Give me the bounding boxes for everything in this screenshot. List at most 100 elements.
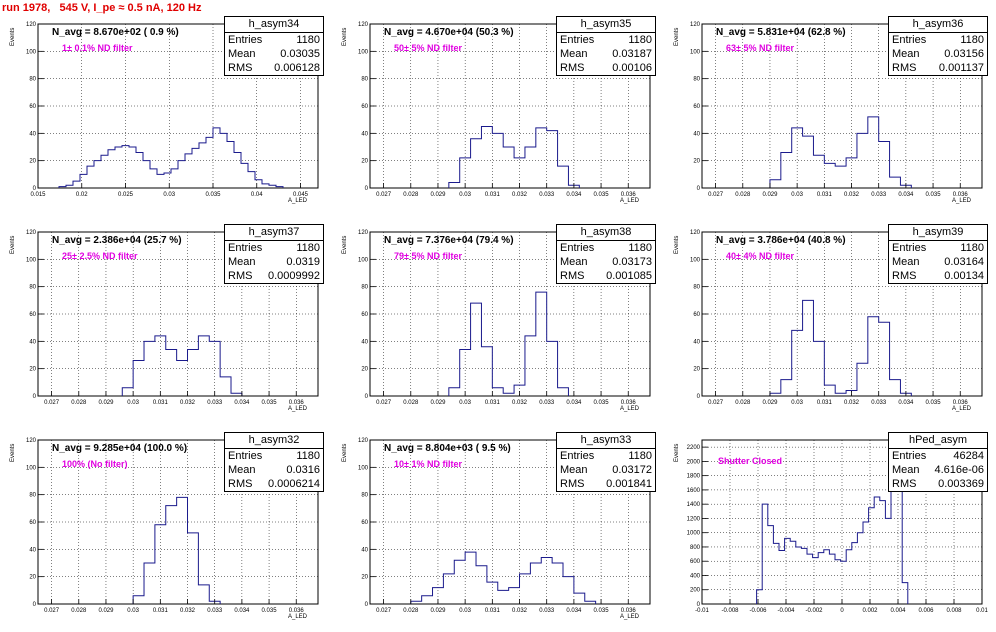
x-tick-label: 0.028 bbox=[403, 192, 419, 198]
histogram-pad-h-asym32: 0.027 0.028 0.029 0.03 0.031 0.032 0.033 0.034 0… bbox=[8, 432, 328, 632]
stats-value-rms: 0.00134 bbox=[944, 270, 984, 282]
stats-value-rms: 0.001137 bbox=[938, 62, 984, 74]
x-tick-label: 0.027 bbox=[708, 400, 724, 406]
y-tick-label: 60 bbox=[693, 312, 700, 318]
stats-label-rms: RMS bbox=[560, 270, 585, 282]
histogram-svg: 0.027 0.028 0.029 0.03 0.031 0.032 0.033 0.034 0… bbox=[690, 22, 983, 198]
histogram-line bbox=[448, 126, 580, 188]
n-avg-label: N_avg = 4.670e+04 (50.3 %) bbox=[384, 27, 514, 38]
y-axis-label: Events bbox=[674, 235, 680, 254]
x-tick-label: 0.04 bbox=[251, 192, 263, 198]
stats-label-entries: Entries bbox=[228, 450, 263, 462]
x-tick-label: 0.032 bbox=[844, 400, 860, 406]
x-tick-label: 0.031 bbox=[485, 192, 501, 198]
stats-box-title: h_asym39 bbox=[889, 225, 987, 241]
y-tick-label: 100 bbox=[26, 465, 37, 471]
stats-box-title: h_asym38 bbox=[557, 225, 655, 241]
y-tick-label: 120 bbox=[358, 438, 369, 444]
stats-label-mean: Mean bbox=[228, 256, 256, 268]
x-tick-label: 0.028 bbox=[71, 608, 87, 614]
histogram-svg: 0.027 0.028 0.029 0.03 0.031 0.032 0.033 0.034 0… bbox=[690, 230, 983, 406]
histogram-line bbox=[769, 116, 912, 188]
y-tick-label: 600 bbox=[690, 559, 701, 565]
y-tick-label: 800 bbox=[690, 545, 701, 551]
n-avg-label: N_avg = 2.386e+04 (25.7 %) bbox=[52, 235, 182, 246]
histogram-svg: 0.027 0.028 0.029 0.03 0.031 0.032 0.033 0.034 0… bbox=[26, 230, 319, 406]
x-tick-label: 0.035 bbox=[262, 400, 278, 406]
x-tick-label: 0.028 bbox=[735, 192, 751, 198]
stats-value-mean: 0.03156 bbox=[944, 48, 984, 60]
y-tick-label: 80 bbox=[29, 493, 36, 499]
y-tick-label: 40 bbox=[693, 339, 700, 345]
y-tick-label: 120 bbox=[26, 230, 37, 236]
stats-value-rms: 0.003369 bbox=[938, 478, 984, 490]
y-tick-label: 60 bbox=[361, 312, 368, 318]
stats-row-entries: Entries 46284 bbox=[889, 449, 987, 463]
stats-label-rms: RMS bbox=[228, 270, 253, 282]
y-tick-label: 1000 bbox=[687, 531, 701, 537]
y-tick-label: 120 bbox=[690, 22, 701, 28]
histogram-line bbox=[410, 551, 597, 604]
stats-box-title: h_asym33 bbox=[557, 433, 655, 449]
histogram-pad-h-asym36: 0.027 0.028 0.029 0.03 0.031 0.032 0.033 0.034 0… bbox=[672, 16, 992, 216]
stats-label-mean: Mean bbox=[560, 256, 588, 268]
x-tick-label: 0.036 bbox=[621, 608, 637, 614]
y-tick-label: 80 bbox=[29, 285, 36, 291]
stats-row-entries: Entries 1180 bbox=[889, 33, 987, 47]
filter-label: 10± 1% ND filter bbox=[394, 459, 462, 469]
y-axis-label: Events bbox=[342, 27, 348, 46]
x-tick-label: 0.015 bbox=[30, 192, 46, 198]
stats-value-entries: 1180 bbox=[628, 34, 652, 46]
x-tick-label: 0.032 bbox=[180, 608, 196, 614]
stats-value-entries: 1180 bbox=[960, 34, 984, 46]
stats-row-mean: Mean 0.03035 bbox=[225, 47, 323, 61]
stats-value-entries: 1180 bbox=[628, 450, 652, 462]
x-axis-label: A_LED bbox=[288, 198, 308, 204]
y-tick-label: 120 bbox=[26, 22, 37, 28]
x-tick-label: 0.029 bbox=[98, 608, 114, 614]
stats-label-entries: Entries bbox=[228, 34, 263, 46]
stats-value-mean: 0.03172 bbox=[612, 464, 652, 476]
y-tick-label: 1600 bbox=[687, 488, 701, 494]
histogram-pad-h-asym35: 0.027 0.028 0.029 0.03 0.031 0.032 0.033 0.034 0… bbox=[340, 16, 660, 216]
y-tick-label: 1200 bbox=[687, 516, 701, 522]
histogram-line bbox=[121, 335, 243, 396]
x-tick-label: -0.004 bbox=[777, 608, 795, 614]
x-tick-label: 0.032 bbox=[180, 400, 196, 406]
x-tick-label: -0.008 bbox=[721, 608, 739, 614]
stats-label-mean: Mean bbox=[892, 256, 920, 268]
stats-row-mean: Mean 4.616e-06 bbox=[889, 463, 987, 477]
stats-box: h_asym37 Entries 1180 Mean 0.0319 RMS 0.000999… bbox=[224, 224, 324, 284]
y-tick-label: 120 bbox=[358, 230, 369, 236]
stats-label-entries: Entries bbox=[892, 34, 927, 46]
y-tick-label: 2200 bbox=[687, 445, 701, 451]
stats-value-rms: 0.00106 bbox=[612, 62, 652, 74]
y-tick-label: 40 bbox=[361, 339, 368, 345]
x-tick-label: 0.025 bbox=[118, 192, 134, 198]
stats-label-mean: Mean bbox=[892, 464, 920, 476]
x-tick-label: 0 bbox=[840, 608, 844, 614]
stats-label-entries: Entries bbox=[892, 242, 927, 254]
x-axis-label: A_LED bbox=[952, 406, 972, 412]
y-tick-label: 1400 bbox=[687, 502, 701, 508]
stats-box-title: hPed_asym bbox=[889, 433, 987, 449]
x-axis-label: A_LED bbox=[952, 198, 972, 204]
y-tick-label: 40 bbox=[29, 131, 36, 137]
stats-box: h_asym38 Entries 1180 Mean 0.03173 RMS 0.00108… bbox=[556, 224, 656, 284]
histogram-pad-h-asym38: 0.027 0.028 0.029 0.03 0.031 0.032 0.033 0.034 0… bbox=[340, 224, 660, 424]
x-tick-label: 0.035 bbox=[205, 192, 221, 198]
y-axis-label: Events bbox=[10, 443, 16, 462]
stats-row-mean: Mean 0.0316 bbox=[225, 463, 323, 477]
y-tick-label: 0 bbox=[365, 602, 369, 608]
stats-label-rms: RMS bbox=[228, 478, 253, 490]
stats-value-entries: 1180 bbox=[296, 450, 320, 462]
stats-row-entries: Entries 1180 bbox=[225, 241, 323, 255]
y-tick-label: 80 bbox=[693, 77, 700, 83]
x-tick-label: 0.028 bbox=[735, 400, 751, 406]
stats-box: h_asym34 Entries 1180 Mean 0.03035 RMS 0.00612… bbox=[224, 16, 324, 76]
y-tick-label: 20 bbox=[29, 159, 36, 165]
x-tick-label: 0.032 bbox=[512, 608, 528, 614]
stats-row-rms: RMS 0.0009992 bbox=[225, 269, 323, 283]
x-tick-label: 0.034 bbox=[566, 608, 582, 614]
stats-value-entries: 1180 bbox=[960, 242, 984, 254]
